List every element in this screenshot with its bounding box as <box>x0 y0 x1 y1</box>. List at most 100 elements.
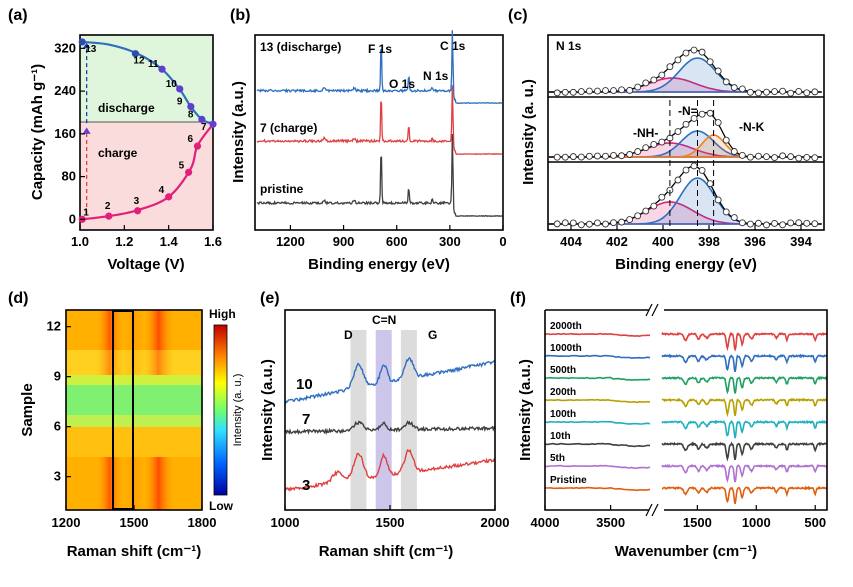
a-xlabel: Voltage (V) <box>107 256 184 273</box>
a-arrow-head-1 <box>82 127 91 134</box>
e-series-7: 7 <box>302 411 310 428</box>
a-ylabel: Capacity (mAh g⁻¹) <box>29 64 46 200</box>
c-data-point <box>577 88 585 96</box>
c-data-point <box>650 202 658 210</box>
c-data-point <box>658 138 666 146</box>
panel-label-a: (a) <box>8 7 28 24</box>
c-data-point <box>553 89 561 97</box>
c-data-point <box>610 219 617 227</box>
c-component-0-1 <box>548 57 822 93</box>
b-line-13 (discharge) <box>256 30 503 105</box>
c-data-point <box>666 63 674 71</box>
c-data-point <box>602 220 609 228</box>
c-data-point <box>618 152 626 160</box>
c-data-point <box>610 87 617 95</box>
d-ylabel: Sample <box>19 383 36 436</box>
c-xtick-label: 404 <box>560 234 582 249</box>
c-data-point <box>585 152 593 160</box>
c-data-point <box>746 153 754 161</box>
c-component-2-1 <box>548 177 822 225</box>
break-mark-1 <box>645 303 653 317</box>
f-xlabel: Wavenumber (cm⁻¹) <box>615 543 757 560</box>
f-line-left-2000th <box>544 332 650 338</box>
b-ticks: 1200 900 600 300 0 <box>276 225 507 249</box>
c-data-point <box>674 128 682 135</box>
f-series-label: Pristine <box>550 475 587 486</box>
a-point-8 <box>198 115 206 124</box>
d-ticks: 1200 1500 1800 3 6 9 12 <box>47 319 217 530</box>
a-point-label-3: 3 <box>134 196 140 207</box>
panel-label-d: (d) <box>8 290 28 307</box>
a-point-label-5: 5 <box>179 160 185 171</box>
b-peak-c1s: C 1s <box>440 39 466 53</box>
e-lines <box>285 356 495 493</box>
a-point-11 <box>158 65 166 73</box>
f-ylabel: Intensity (a.u.) <box>517 359 534 461</box>
f-series-label: 2000th <box>550 321 582 332</box>
a-discharge-label: discharge <box>98 101 155 115</box>
a-point-label-6: 6 <box>187 134 193 145</box>
a-xtick-label: 1.6 <box>204 234 222 249</box>
b-xtick-label: 900 <box>333 234 355 249</box>
a-point-9 <box>187 102 195 111</box>
c-data-point <box>714 119 722 126</box>
c-data-point <box>585 220 593 228</box>
b-xtick-label: 600 <box>386 234 408 249</box>
break-mark-3 <box>645 503 653 517</box>
c-data-point <box>626 216 634 224</box>
c-data-point <box>746 220 754 228</box>
b-series-pristine-label: pristine <box>260 182 304 196</box>
a-ytick-label: 80 <box>62 169 76 184</box>
c-data-point <box>642 207 650 215</box>
c-data-point <box>658 193 666 201</box>
a-point-12 <box>131 50 140 58</box>
f-line-right-10th <box>661 441 828 462</box>
c-xtick-label: 396 <box>744 234 766 249</box>
c-data-point <box>730 214 738 222</box>
c-data-point <box>569 153 577 161</box>
panel-label-e: (e) <box>260 290 280 307</box>
b-peak-o1s: O 1s <box>389 77 415 91</box>
c-data-point <box>594 152 601 160</box>
e-xtick-label: 2000 <box>481 515 510 530</box>
e-line-7 <box>285 420 495 436</box>
c-data-point <box>650 76 658 84</box>
e-xlabel: Raman shift (cm⁻¹) <box>319 543 454 560</box>
d-xtick-label: 1500 <box>120 515 149 530</box>
e-band-rect-1 <box>375 330 392 510</box>
c-data-point <box>795 154 803 162</box>
f-line-right-500th <box>661 375 828 395</box>
a-charge-label: charge <box>98 146 138 160</box>
c-data-point <box>626 151 634 158</box>
c-data-point <box>738 85 746 93</box>
a-xtick-label: 1.2 <box>115 234 133 249</box>
axes-frame-b <box>254 34 504 231</box>
b-xtick-label: 300 <box>439 234 461 249</box>
c-data-point <box>553 153 561 161</box>
break-mark-4 <box>651 503 659 517</box>
c-data-point <box>706 58 714 66</box>
f-line-right-1000th <box>661 353 828 373</box>
panel-label-b: (b) <box>230 7 250 24</box>
c-data-point <box>577 153 585 161</box>
f-ticks: 4000 3500 1500 1000 500 <box>531 505 826 530</box>
f-series-label: 10th <box>550 431 571 442</box>
a-point-10 <box>176 85 184 93</box>
c-title: N 1s <box>556 39 582 53</box>
break-mark-2 <box>651 303 659 317</box>
a-point-label-9: 9 <box>177 97 183 108</box>
c-data-point <box>698 48 706 56</box>
e-band-rect-2 <box>400 330 417 510</box>
c-data-point <box>690 162 698 170</box>
c-data-point <box>658 71 666 79</box>
colorbar-label: Intensity (a. u.) <box>232 374 244 447</box>
f-lines <box>544 331 828 505</box>
c-data-point <box>706 180 714 188</box>
a-arrow-head-2 <box>82 43 91 49</box>
c-data-point <box>682 166 690 174</box>
axes-frame-a <box>79 34 214 231</box>
e-line-10 <box>285 356 495 405</box>
d-ytick-label: 9 <box>54 369 61 384</box>
